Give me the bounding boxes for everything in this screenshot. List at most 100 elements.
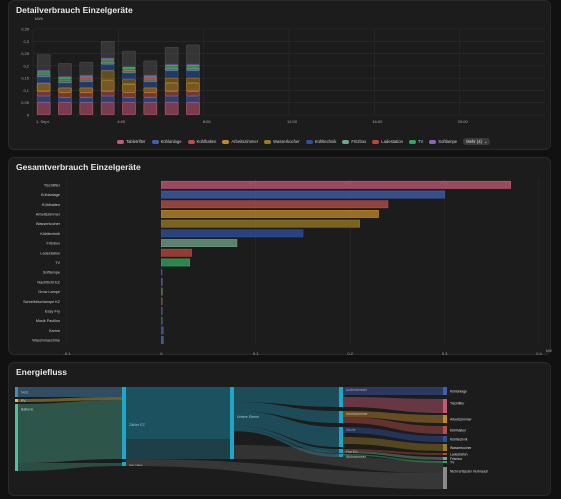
detail-bar-segment: [36, 91, 51, 97]
detail-bar-segment: [122, 66, 136, 69]
detail-bar-segment: [164, 91, 179, 97]
legend-more-label: Mehr (4): [466, 139, 482, 144]
sankey-flow: [343, 427, 443, 442]
detail-bar-segment: [143, 60, 158, 76]
legend-item[interactable]: Softlampe: [429, 139, 457, 144]
sankey-source-label: PV: [21, 399, 26, 403]
detail-bar-segment: [79, 87, 94, 93]
sankey-flow: [343, 387, 443, 395]
detail-legend: Tabletrifter Kühlanlage Kühlhalten Arbeitsz…: [117, 138, 491, 145]
gesamt-category-label: Grow Lampe: [38, 290, 60, 294]
detail-bar-segment: [164, 47, 179, 65]
sankey-flow: [18, 387, 122, 397]
sankey-flow: [126, 439, 230, 459]
legend-swatch: [342, 139, 350, 144]
sankey-flow: [126, 459, 443, 489]
gesamt-bar: [161, 316, 163, 325]
legend-item[interactable]: TV: [408, 139, 423, 144]
sankey-title: Energiefluss: [16, 367, 68, 377]
detail-bar-segment: [164, 70, 179, 78]
gesamt-bar: [161, 190, 445, 199]
sankey-room-node: [339, 449, 343, 453]
legend-label: Tabletrifter: [126, 139, 146, 144]
sankey-device-label: Arbeitszimmer: [450, 418, 473, 422]
detail-bar-segment: [186, 44, 200, 65]
detail-bar-segment: [164, 64, 179, 66]
sankey-flow: [18, 463, 122, 471]
detail-bar-segment: [100, 58, 115, 60]
gesamt-xtick: 0.3: [442, 351, 448, 356]
gesamt-bar: [161, 200, 389, 209]
sankey-source-node: [15, 399, 18, 402]
legend-swatch: [408, 139, 416, 144]
gesamt-category-label: Musik Pavillon: [36, 319, 60, 323]
legend-item[interactable]: Ladestation: [372, 139, 403, 144]
gesamt-xtick: 0: [160, 351, 163, 356]
detail-unit: kWh: [35, 16, 43, 21]
detail-xtick: 8:00: [203, 119, 212, 124]
detail-bar-segment: [122, 83, 136, 93]
detail-bar-segment: [79, 97, 94, 103]
gesamt-category-label: Kühlanlage: [41, 193, 60, 197]
legend-label: Arbeitszimmer: [231, 139, 259, 144]
gesamt-category-label: Wasserkocher: [36, 222, 61, 226]
sankey-flow: [343, 411, 443, 423]
sankey-source-node: [15, 404, 18, 471]
detail-xtick: 20:00: [458, 119, 469, 124]
sankey-flow: [18, 400, 122, 463]
detail-bar-segment: [58, 97, 72, 103]
detail-bar-segment: [122, 69, 136, 71]
detail-xtick: 4:00: [117, 119, 126, 124]
legend-item[interactable]: Kühlhalten: [187, 139, 216, 144]
detail-bar-segment: [100, 91, 115, 97]
detail-bar-segment: [36, 71, 51, 73]
sankey-meter-label: Zähler EZ: [129, 423, 146, 427]
sankey-flow: [234, 426, 339, 453]
detail-bar-segment: [122, 70, 136, 73]
legend-item[interactable]: Fritzbox: [342, 139, 366, 144]
gesamt-category-label: Ladestation: [40, 251, 60, 255]
legend-swatch: [372, 139, 380, 144]
legend-item[interactable]: Kühlanlage: [151, 139, 182, 144]
sankey-device-label: TV: [450, 461, 455, 465]
legend-more-button[interactable]: Mehr (4) ⌄: [463, 138, 491, 145]
gesamt-category-label: Softlampe: [43, 271, 60, 275]
sankey-flow: [234, 411, 339, 447]
detail-ytick: 0,15: [21, 76, 30, 81]
gesamt-bar: [161, 287, 163, 296]
sankey-flow: [343, 454, 443, 463]
gesamt-bar: [161, 229, 304, 238]
legend-item[interactable]: Arbeitszimmer: [222, 139, 258, 144]
detail-bar-segment: [122, 102, 136, 115]
detail-bar-segment: [36, 96, 51, 103]
detail-bar-segment: [186, 68, 200, 71]
detail-bar-segment: [58, 102, 72, 115]
legend-item[interactable]: Kühltechnik: [305, 139, 336, 144]
gesamt-category-label: Nachtlicht EZ: [37, 280, 60, 284]
sankey-device-label: Kühlhalten: [450, 429, 466, 433]
legend-item[interactable]: Wasserkocher: [264, 139, 300, 144]
gesamt-category-label: Tischlifter: [44, 183, 61, 187]
sankey-flow: [126, 387, 230, 439]
sankey-room-node: [339, 454, 343, 457]
detail-bar-segment: [100, 102, 115, 115]
sankey-room-node: [339, 427, 343, 447]
detail-bar-segment: [36, 72, 51, 75]
gesamt-category-label: Kühltechnik: [40, 232, 60, 236]
sankey-flow: [234, 445, 443, 473]
detail-chart: kWh 0,35 0,3 0,25 0,2 0,15 0,1 0,05 0 1. Sept. 4:0…: [21, 16, 545, 124]
detail-bar-segment: [164, 66, 179, 69]
sankey-flow: [343, 449, 443, 455]
legend-swatch: [117, 139, 124, 144]
detail-bar-segment: [58, 82, 72, 88]
detail-bar-segment: [143, 79, 158, 82]
detail-bar-segment: [186, 77, 200, 83]
detail-bar-segment: [36, 82, 51, 92]
sankey-diagram: Netz PV Batterie Zähler EZ Gar. Haus Untere E…: [15, 387, 488, 489]
detail-bar-segment: [143, 102, 158, 115]
legend-item[interactable]: Tabletrifter: [117, 139, 146, 144]
detail-bar-segment: [143, 76, 158, 78]
legend-swatch: [187, 139, 195, 144]
detail-ytick: 0,25: [21, 51, 30, 56]
detail-bar-segment: [100, 80, 115, 92]
